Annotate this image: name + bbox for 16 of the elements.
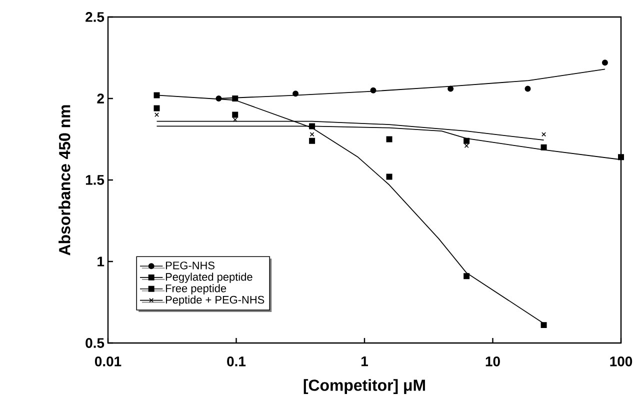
x-tick-label: 10 [486,356,500,366]
legend-label: Pegylated peptide [166,272,252,283]
x-tick-label: 100 [610,356,632,366]
x-tick-label: 0.01 [94,356,122,366]
legend-label: Peptide + PEG-NHS [166,296,264,306]
x-tick-label: 0.1 [227,356,246,366]
x-tick-label: 1 [361,356,368,366]
y-tick-label: 0.5 [86,338,104,348]
y-axis-title: Absorbance 450 nm [58,105,70,256]
y-tick-label: 2.5 [86,12,104,22]
y-tick-label: 1 [98,256,104,266]
y-tick-label: 1.5 [86,175,104,185]
x-axis-title: [Competitor] μM [304,379,425,394]
y-tick-label: 2 [97,94,104,104]
legend-label: Free peptide [166,284,226,294]
legend-label: PEG-NHS [166,262,214,270]
